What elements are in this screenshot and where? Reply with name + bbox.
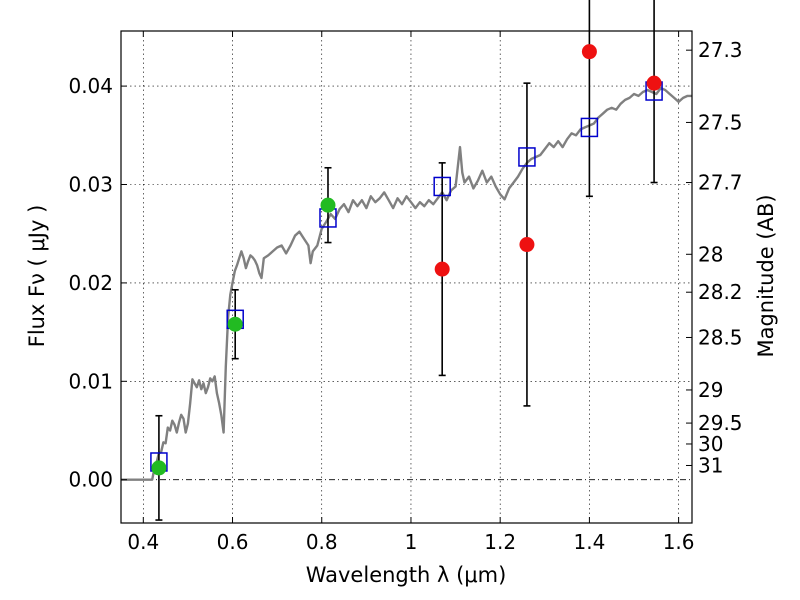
- model-bandpass-squares: [150, 81, 663, 472]
- y-tick-label: 0.01: [68, 369, 113, 393]
- right-tick-label: 28: [698, 242, 723, 266]
- x-tick-label: 1.6: [663, 530, 695, 554]
- y-tick-label: 0.02: [68, 271, 113, 295]
- measured-points: [151, 44, 662, 476]
- x-axis-label: Wavelength λ (μm): [306, 563, 507, 587]
- right-tick-label: 28.2: [698, 280, 743, 304]
- right-tick-label: 29: [698, 378, 723, 402]
- x-tick-label: 0.6: [217, 530, 249, 554]
- right-tick-label: 29.5: [698, 411, 743, 435]
- right-tick-label: 30: [698, 432, 723, 456]
- x-axis-label-text: Wavelength λ (μm): [306, 563, 507, 587]
- right-tick-label: 31: [698, 453, 723, 477]
- model-spectrum: [121, 86, 692, 481]
- non-detection-point: [434, 261, 450, 277]
- non-detection-point: [581, 44, 597, 60]
- y-tick-label: 0.00: [68, 468, 113, 492]
- detection-point: [227, 316, 243, 332]
- grid-lines: [121, 31, 692, 523]
- y-axis-label-right: Magnitude (AB): [754, 194, 778, 357]
- plot-frame: [120, 30, 693, 524]
- right-tick-label: 27.5: [698, 110, 743, 134]
- right-tick-label: 27.7: [698, 171, 743, 195]
- error-bars: [155, 0, 658, 521]
- y-axis-label-left: Flux Fν ( μJy ): [25, 205, 49, 348]
- y-tick-label: 0.03: [68, 173, 113, 197]
- model-square-marker: [433, 176, 451, 197]
- x-tick-label: 0.4: [127, 530, 159, 554]
- axis-ticks: 0.4 0.6 0.8 1 1.2 1.4 1.6 0.00 0.01 0.02 0.03 0.04 2…: [68, 31, 743, 554]
- spectrum-line: [121, 86, 692, 481]
- x-tick-label: 1.2: [484, 530, 516, 554]
- y-tick-label: 0.04: [68, 74, 113, 98]
- model-square-marker: [518, 147, 536, 167]
- x-tick-label: 1: [405, 530, 418, 554]
- right-tick-label: 28.5: [698, 325, 743, 349]
- detection-point: [320, 197, 336, 213]
- non-detection-point: [519, 237, 535, 253]
- model-square-marker: [580, 117, 599, 138]
- non-detection-point: [646, 75, 662, 91]
- x-tick-label: 0.8: [306, 530, 338, 554]
- detection-point: [151, 460, 167, 476]
- x-tick-label: 1.4: [573, 530, 605, 554]
- right-tick-label: 27.3: [698, 38, 743, 62]
